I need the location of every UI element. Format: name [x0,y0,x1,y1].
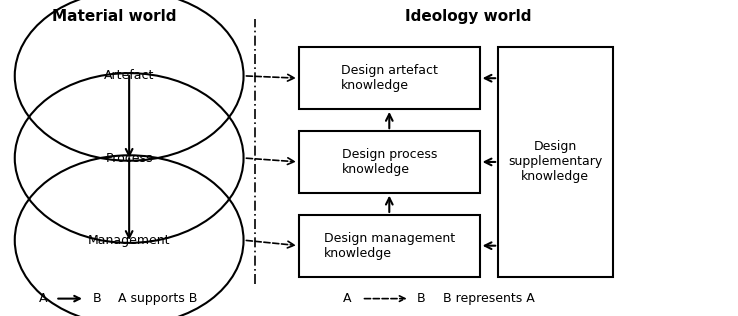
Text: A: A [38,292,47,305]
Text: A supports B: A supports B [118,292,198,305]
Text: Process: Process [106,151,153,165]
Text: B: B [417,292,426,305]
Text: Design artefact
knowledge: Design artefact knowledge [341,64,438,92]
Text: A: A [342,292,351,305]
Text: Material world: Material world [52,9,176,24]
Text: B: B [92,292,101,305]
Text: Design process
knowledge: Design process knowledge [342,148,437,176]
Text: Management: Management [88,234,170,247]
Text: B represents A: B represents A [443,292,534,305]
Text: Design management
knowledge: Design management knowledge [324,232,455,260]
Text: Artefact: Artefact [104,69,154,82]
Text: Ideology world: Ideology world [405,9,532,24]
Text: Design
supplementary
knowledge: Design supplementary knowledge [508,140,602,184]
